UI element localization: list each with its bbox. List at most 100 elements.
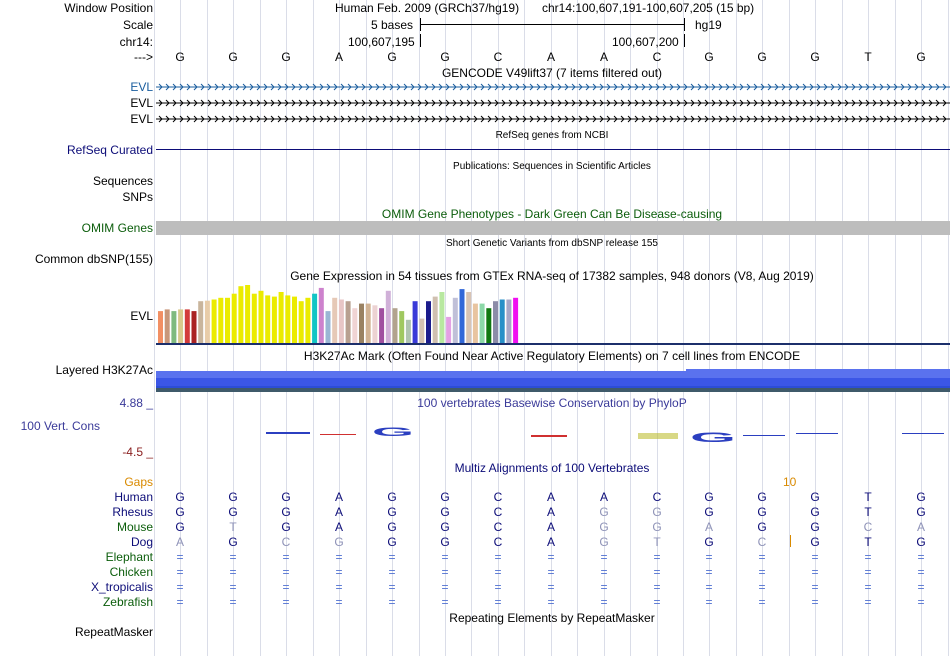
repeatmasker-label[interactable]: RepeatMasker (74, 625, 153, 639)
alignment-base: = (229, 550, 237, 564)
alignment-base: = (600, 550, 608, 564)
alignment-base: A (175, 535, 185, 549)
refseq-label[interactable]: RefSeq Curated (66, 143, 153, 157)
publications-label-snps[interactable]: SNPs (122, 190, 153, 204)
gtex-tissue-bar (251, 293, 257, 343)
conservation-logo-glyph: G (372, 425, 414, 439)
gencode-label-3[interactable]: EVL (130, 112, 153, 126)
gtex-tissue-bar (325, 311, 331, 343)
alignment-base: G (599, 520, 609, 534)
gtex-track-title: Gene Expression in 54 tissues from GTEx … (290, 269, 814, 283)
alignment-base: = (494, 595, 502, 609)
refseq-feature-line[interactable] (156, 149, 950, 150)
alignment-base: G (440, 505, 450, 519)
gtex-tissue-bar (426, 301, 431, 343)
alignment-base: A (599, 490, 609, 504)
grid-line (842, 0, 843, 656)
omim-label[interactable]: OMIM Genes (81, 221, 153, 235)
strand-arrow-label[interactable]: ---> (134, 50, 153, 64)
grid-line (498, 0, 499, 656)
species-label-zebrafish[interactable]: Zebrafish (102, 595, 153, 609)
gencode-track-title: GENCODE V49lift37 (7 items filtered out) (441, 66, 663, 80)
coord-left-tick (420, 34, 421, 47)
db-text: hg19 (695, 18, 722, 32)
gtex-tissue-bar (452, 297, 458, 343)
h3k27ac-layer-mid (156, 378, 950, 386)
alignment-base: A (334, 505, 344, 519)
alignment-base: = (864, 565, 872, 579)
species-label-mouse[interactable]: Mouse (116, 520, 153, 534)
alignment-base: T (864, 490, 872, 504)
species-label-dog[interactable]: Dog (130, 535, 153, 549)
alignment-base: G (916, 535, 926, 549)
grid-line (868, 0, 869, 656)
conservation-logo-segment (902, 433, 944, 434)
publications-label-sequences[interactable]: Sequences (92, 174, 153, 188)
alignment-base: = (547, 565, 555, 579)
alignment-base: = (441, 595, 449, 609)
grid-line (683, 0, 684, 656)
alignment-base: = (547, 550, 555, 564)
alignment-base: = (653, 565, 661, 579)
alignment-base: = (917, 580, 925, 594)
conservation-logo-segment (320, 434, 356, 435)
alignment-base: T (229, 520, 237, 534)
alignment-base: G (916, 505, 926, 519)
sequence-base: C (652, 50, 662, 64)
alignment-base: = (494, 550, 502, 564)
grid-line (577, 0, 578, 656)
gtex-bar-chart[interactable] (156, 283, 950, 346)
alignment-base: G (599, 505, 609, 519)
gtex-tissue-bar (405, 319, 411, 343)
alignment-base: = (600, 565, 608, 579)
gtex-tissue-bar (345, 301, 351, 343)
alignment-base: = (600, 595, 608, 609)
alignment-base: A (546, 490, 556, 504)
dbsnp-label[interactable]: Common dbSNP(155) (34, 252, 153, 266)
h3k27ac-layer-base (156, 388, 950, 392)
species-label-human[interactable]: Human (114, 490, 153, 504)
alignment-base: A (916, 520, 926, 534)
conservation-label[interactable]: 100 Vert. Cons (20, 419, 100, 433)
alignment-base: T (653, 535, 661, 549)
h3k27ac-layer-edge (156, 386, 950, 388)
assembly-title: Human Feb. 2009 (GRCh37/hg19) (335, 1, 520, 15)
h3k27ac-signal[interactable] (156, 365, 950, 395)
sequence-base: C (493, 50, 503, 64)
alignment-base: = (335, 580, 343, 594)
gaps-label[interactable]: Gaps (124, 475, 153, 489)
conservation-logo-segment (266, 432, 310, 434)
gtex-tissue-bar (432, 296, 438, 343)
species-label-rhesus[interactable]: Rhesus (112, 505, 153, 519)
gencode-feature-3 (156, 115, 950, 123)
alignment-base: A (546, 535, 556, 549)
species-label-chicken[interactable]: Chicken (109, 565, 153, 579)
h3k27ac-label[interactable]: Layered H3K27Ac (55, 363, 153, 377)
multiz-track-title: Multiz Alignments of 100 Vertebrates (454, 461, 650, 475)
alignment-base: = (176, 550, 184, 564)
sequence-base: A (546, 50, 556, 64)
gencode-label-2[interactable]: EVL (130, 96, 153, 110)
conservation-logo[interactable]: G G (156, 424, 950, 444)
alignment-base: = (705, 565, 713, 579)
species-label-x_tropicalis[interactable]: X_tropicalis (90, 580, 153, 594)
alignment-base: G (228, 505, 238, 519)
scale-text: 5 bases (371, 18, 414, 32)
gtex-label[interactable]: EVL (130, 309, 153, 323)
conservation-logo-segment (796, 433, 838, 434)
gencode-label-1[interactable]: EVL (130, 80, 153, 94)
gtex-tissue-bar (399, 311, 405, 343)
species-label-elephant[interactable]: Elephant (105, 550, 153, 564)
gtex-tissue-bar (499, 299, 505, 343)
sequence-base: G (704, 50, 714, 64)
alignment-base: A (334, 520, 344, 534)
gencode-features[interactable] (156, 80, 950, 128)
alignment-base: = (388, 580, 396, 594)
gtex-tissue-bar (171, 311, 177, 343)
alignment-base: C (493, 520, 503, 534)
gtex-tissue-bar (379, 308, 385, 343)
omim-feature-bar[interactable] (156, 221, 950, 235)
gtex-tissue-bar (412, 301, 418, 343)
alignment-base: = (917, 565, 925, 579)
